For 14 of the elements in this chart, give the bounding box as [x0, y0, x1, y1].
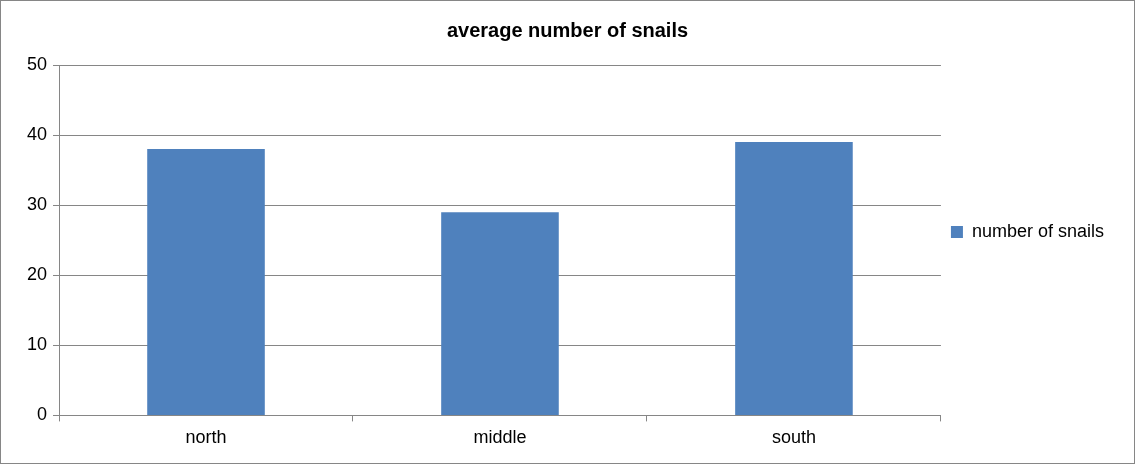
y-tick-label: 50: [26, 53, 48, 74]
y-tick-label: 10: [26, 334, 48, 355]
y-tick-label: 20: [26, 264, 48, 285]
bar: [147, 149, 265, 415]
bar: [735, 142, 853, 415]
x-tick-label: south: [771, 427, 816, 448]
y-tick-label: 0: [37, 404, 48, 425]
x-tick-label: middle: [473, 427, 527, 448]
bar: [441, 212, 559, 415]
legend-label: number of snails: [971, 220, 1105, 241]
x-tick-label: north: [185, 427, 227, 448]
y-tick-label: 40: [26, 124, 48, 145]
y-tick-label: 30: [26, 194, 48, 215]
chart-title: average number of snails: [446, 18, 689, 41]
